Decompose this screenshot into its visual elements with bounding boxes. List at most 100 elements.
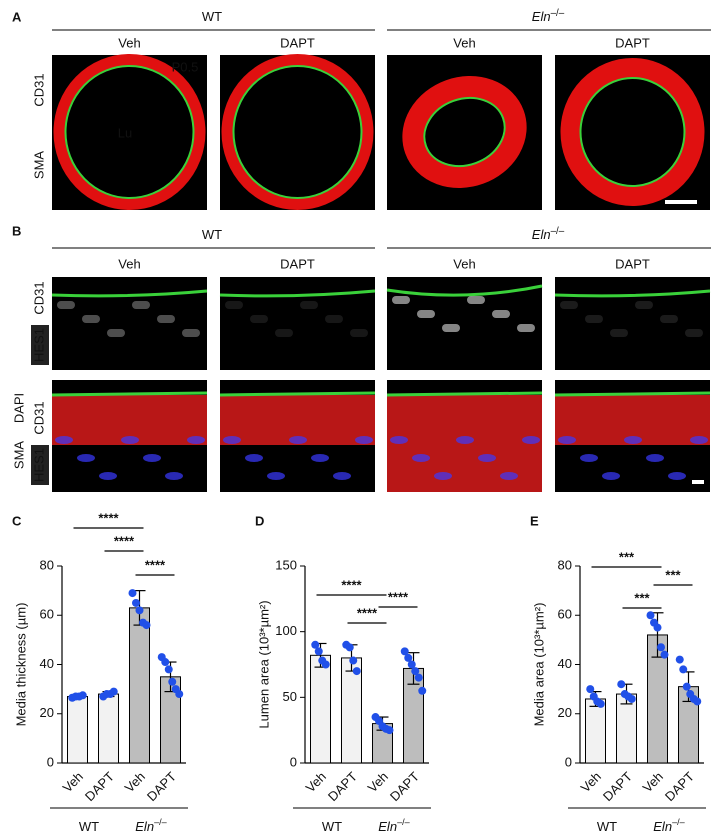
endothelium [423, 96, 506, 168]
endothelium [219, 391, 376, 397]
y-tick-label: 80 [558, 557, 572, 572]
nuclei-signal [635, 301, 653, 309]
data-point [168, 677, 177, 686]
dapi-signal [311, 454, 329, 462]
group-name: WT [322, 819, 342, 834]
data-point [321, 660, 330, 669]
group-name: Eln [378, 819, 397, 834]
data-point [682, 682, 691, 691]
group-superscript: –/– [397, 817, 411, 827]
stain-label: DAPI [11, 393, 26, 423]
stain-box [31, 325, 49, 365]
stain-box [31, 445, 49, 485]
condition-label: Veh [453, 256, 475, 271]
panel-label: B [12, 223, 21, 238]
nuclei-signal [685, 329, 703, 337]
condition-label: Veh [453, 35, 475, 50]
significance-label: **** [341, 577, 362, 592]
x-tick-label: Veh [365, 769, 391, 795]
x-tick-label: DAPT [144, 769, 179, 804]
y-axis-label: Media thickness (µm) [13, 603, 28, 727]
dapi-signal [121, 436, 139, 444]
data-point [586, 685, 595, 694]
nuclei-signal [517, 324, 535, 332]
condition-label: DAPT [615, 256, 650, 271]
data-point [675, 655, 684, 664]
data-point [128, 589, 137, 598]
group-name: WT [202, 227, 222, 242]
micrograph [52, 277, 207, 370]
group-label: WT [202, 227, 222, 242]
dapi-signal [668, 472, 686, 480]
nuclei-signal [300, 301, 318, 309]
y-tick-label: 100 [275, 623, 297, 638]
y-tick-label: 150 [275, 557, 297, 572]
significance-label: *** [634, 590, 650, 605]
data-point [646, 611, 655, 620]
condition-label: Veh [118, 35, 140, 50]
significance-label: **** [114, 533, 135, 548]
nuclei-signal [157, 315, 175, 323]
significance-label: *** [619, 549, 635, 564]
dapi-signal [390, 436, 408, 444]
dapi-signal [289, 436, 307, 444]
group-superscript: –/– [551, 8, 565, 19]
data-point [161, 658, 170, 667]
y-tick-label: 50 [283, 689, 297, 704]
data-point [349, 656, 358, 665]
dapi-signal [690, 436, 708, 444]
endothelium [51, 391, 208, 397]
group-name: WT [597, 819, 617, 834]
group-label: Eln–/– [378, 817, 410, 834]
nuclei-signal [467, 296, 485, 304]
nuclei-signal [57, 301, 75, 309]
group-label: Eln–/– [135, 817, 167, 834]
y-tick-label: 40 [558, 656, 572, 671]
endothelium [51, 289, 208, 298]
media-ring [53, 54, 206, 210]
group-name: Eln [532, 9, 551, 24]
nuclei-signal [610, 329, 628, 337]
y-tick-label: 40 [40, 656, 54, 671]
panel-label: D [255, 513, 264, 528]
data-point [617, 680, 626, 689]
dapi-signal [580, 454, 598, 462]
media-ring [402, 75, 527, 189]
data-point [109, 687, 118, 696]
dapi-signal [165, 472, 183, 480]
dapi-signal [355, 436, 373, 444]
dapi-signal [223, 436, 241, 444]
y-tick-label: 0 [47, 754, 54, 769]
group-superscript: –/– [551, 226, 565, 237]
dapi-signal [333, 472, 351, 480]
data-point [164, 665, 173, 674]
nuclei-signal [417, 310, 435, 318]
x-tick-label: Veh [60, 769, 86, 795]
dapi-signal [143, 454, 161, 462]
bar [585, 698, 606, 764]
condition-label: DAPT [280, 35, 315, 50]
x-tick-label: DAPT [600, 769, 635, 804]
data-point [400, 647, 409, 656]
nuclei-signal [225, 301, 243, 309]
stain-label: SMA [31, 151, 46, 180]
media-ring [221, 54, 374, 210]
data-point [314, 647, 323, 656]
significance-label: *** [665, 567, 681, 582]
data-point [404, 653, 413, 662]
micrograph [555, 277, 710, 370]
y-axis-label: Media area (10³*µm²) [531, 603, 546, 727]
data-point [135, 606, 144, 615]
x-tick-label: DAPT [82, 769, 117, 804]
timepoint: P0.5 [172, 59, 199, 74]
group-label: Eln–/– [532, 226, 565, 243]
dapi-signal [187, 436, 205, 444]
endothelium [579, 77, 686, 187]
nuclei-signal [492, 310, 510, 318]
data-point [596, 699, 605, 708]
group-label: Eln–/– [653, 817, 685, 834]
endothelium [232, 65, 363, 199]
nuclei-signal [107, 329, 125, 337]
endothelium [554, 289, 711, 298]
